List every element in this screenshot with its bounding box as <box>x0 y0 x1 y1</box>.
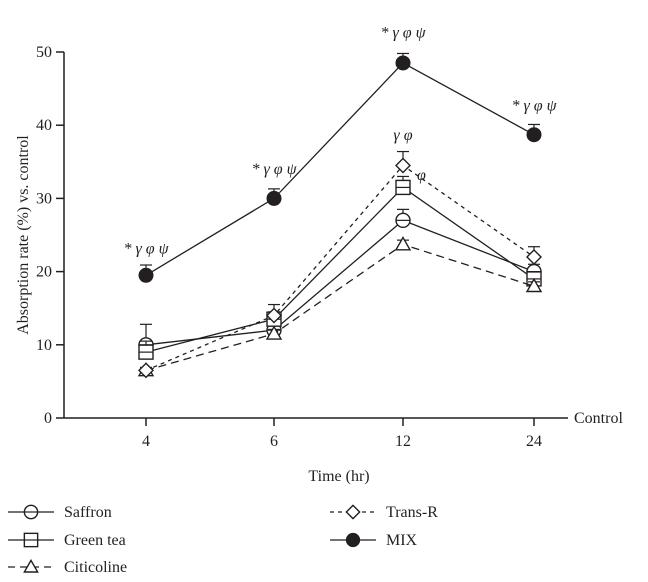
legend-label-citicoline: Citicoline <box>64 559 127 576</box>
x-tick-label: 6 <box>270 433 278 450</box>
legend-label-mix: MIX <box>386 532 418 549</box>
chart-legend: Saffron Green tea Citicoline Trans-R MIX <box>8 504 438 576</box>
chart-axes: Control 0 10 20 30 40 50 4 6 12 24 <box>36 44 623 450</box>
significance-annotation: * γ φ ψ <box>251 161 297 178</box>
legend-item-trans-r: Trans-R <box>330 504 438 521</box>
legend-label-trans-r: Trans-R <box>386 504 438 521</box>
data-point-citicoline <box>394 236 412 251</box>
y-tick-label: 50 <box>36 44 52 61</box>
series-line-green-tea <box>145 186 535 353</box>
x-tick-label: 24 <box>526 433 542 450</box>
data-point-mix <box>138 267 154 283</box>
data-point-trans-r <box>395 157 411 174</box>
series-mix <box>138 52 542 283</box>
legend-item-mix: MIX <box>330 532 418 549</box>
data-point-citicoline <box>525 277 543 293</box>
baseline-label: Control <box>574 410 623 427</box>
chart-annotations: * γ φ ψ * γ φ ψ * γ φ ψ * γ φ ψ γ φ φ <box>123 24 557 257</box>
x-axis-title: Time (hr) <box>308 468 369 485</box>
legend-label-saffron: Saffron <box>64 504 112 521</box>
series-green-tea <box>138 175 542 360</box>
data-point-trans-r <box>138 362 154 379</box>
data-point-trans-r <box>526 248 542 265</box>
y-tick-label: 40 <box>36 117 52 134</box>
data-point-citicoline <box>265 325 283 340</box>
significance-annotation: φ <box>417 167 426 184</box>
x-tick-label: 4 <box>142 433 150 450</box>
significance-annotation: * γ φ ψ <box>380 24 426 41</box>
legend-marker-mix <box>345 532 361 548</box>
data-point-mix <box>395 55 411 71</box>
legend-label-green-tea: Green tea <box>64 532 126 549</box>
series-line-saffron <box>145 219 535 346</box>
series-line-citicoline <box>145 243 535 372</box>
data-point-trans-r <box>266 307 282 324</box>
series-saffron <box>138 208 542 353</box>
y-tick-label: 10 <box>36 337 52 354</box>
legend-marker-trans-r <box>345 504 361 520</box>
significance-annotation: γ φ <box>393 127 412 144</box>
significance-annotation: * γ φ ψ <box>511 98 557 115</box>
y-tick-label: 0 <box>44 410 52 427</box>
data-point-mix <box>526 127 542 143</box>
y-axis-title: Absorption rate (%) vs. control <box>15 135 32 335</box>
series-trans-r <box>138 150 542 379</box>
series-citicoline <box>137 236 543 377</box>
y-tick-label: 30 <box>36 190 52 207</box>
series-line-trans-r <box>145 164 535 372</box>
legend-item-saffron: Saffron <box>8 504 112 521</box>
series-line-mix <box>145 62 535 276</box>
x-tick-label: 12 <box>395 433 411 450</box>
y-tick-label: 20 <box>36 264 52 281</box>
legend-item-citicoline: Citicoline <box>8 558 127 576</box>
legend-item-green-tea: Green tea <box>8 532 126 549</box>
chart-series <box>137 52 543 379</box>
legend-marker-citicoline <box>23 558 39 573</box>
data-point-mix <box>266 190 282 206</box>
significance-annotation: * γ φ ψ <box>123 240 169 257</box>
